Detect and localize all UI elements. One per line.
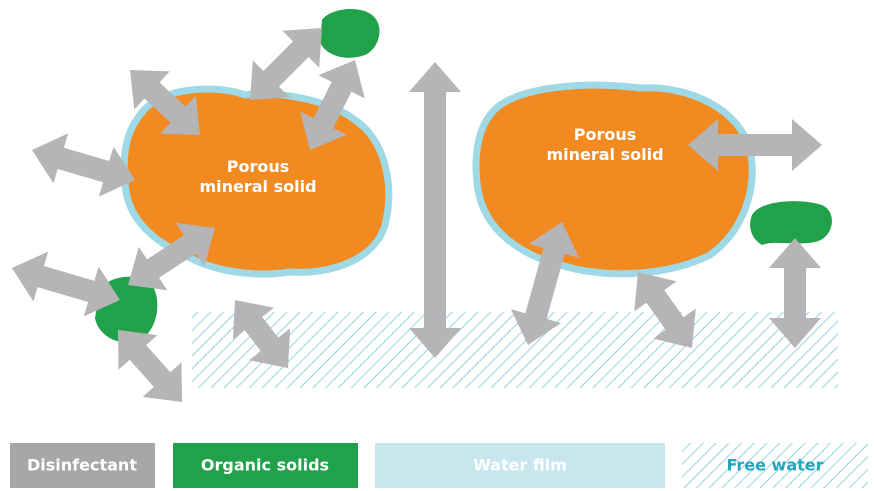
legend-swatch xyxy=(375,443,665,488)
disinfectant-arrow xyxy=(300,60,365,150)
free-water-area xyxy=(192,312,838,388)
disinfectant-arrow xyxy=(32,133,135,197)
organic-solid xyxy=(750,201,832,245)
legend-label: Organic solids xyxy=(201,456,329,475)
disinfectant-arrow xyxy=(510,222,580,345)
disinfectant-arrow xyxy=(118,330,182,402)
legend-swatch xyxy=(173,443,358,488)
organic-solid xyxy=(320,8,380,58)
disinfectant-arrow xyxy=(250,28,322,100)
disinfectant-arrow xyxy=(688,119,822,171)
legend-label: Water film xyxy=(473,456,567,475)
legend-label: Free water xyxy=(726,456,823,475)
disinfectant-arrow xyxy=(128,222,215,291)
disinfectant-arrow xyxy=(409,62,461,358)
solid-label: Porous mineral solid xyxy=(199,157,316,196)
solid-label: Porous mineral solid xyxy=(546,125,663,164)
disinfectant-arrow xyxy=(769,238,821,348)
disinfectant-arrow xyxy=(130,70,200,135)
disinfectant-arrow xyxy=(12,251,120,317)
legend-label: Disinfectant xyxy=(27,456,137,475)
porous-solid xyxy=(472,81,756,278)
legend-swatch xyxy=(10,443,155,488)
disinfectant-arrow xyxy=(634,272,696,348)
disinfectant-arrow xyxy=(232,300,291,368)
legend-swatch xyxy=(682,443,868,488)
